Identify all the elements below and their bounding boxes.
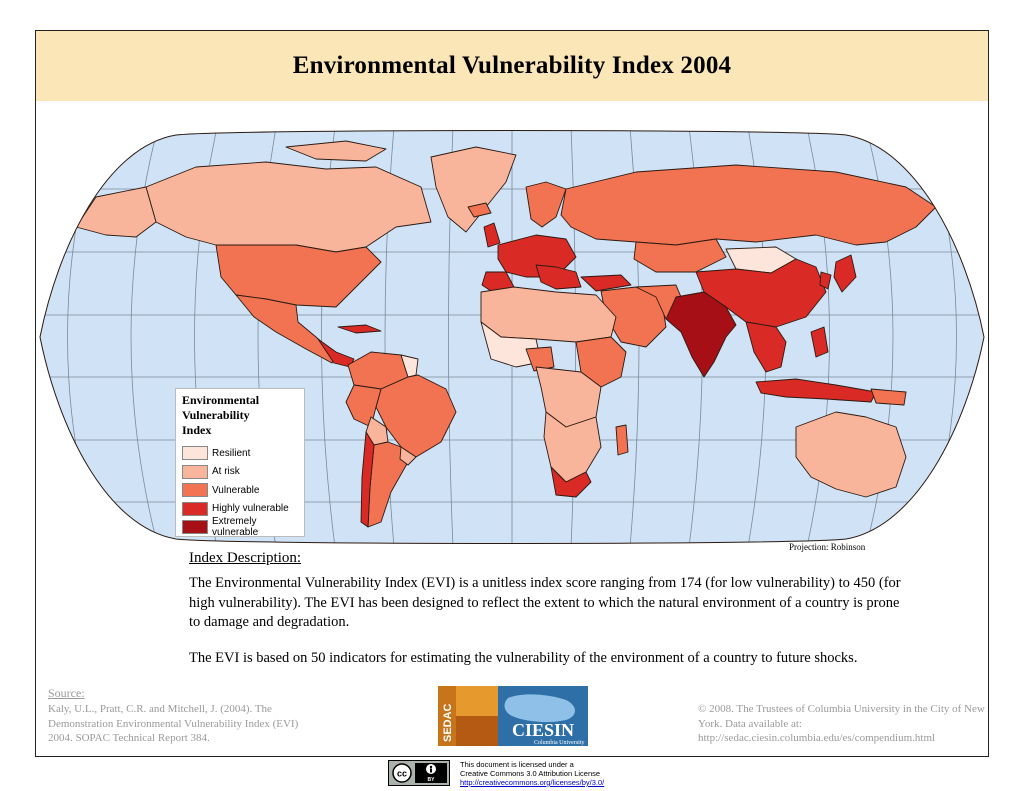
indonesia: [755, 378, 877, 403]
japan: [833, 254, 857, 293]
legend-title-line: Index: [182, 423, 212, 437]
legend-item-highly-vulnerable: Highly vulnerable: [182, 500, 298, 519]
legend-label: Extremely vulnerable: [212, 516, 259, 539]
brazil: [375, 374, 457, 458]
title-bar: Environmental Vulnerability Index 2004: [36, 31, 988, 101]
alaska: [75, 186, 157, 238]
source-heading: Source:: [48, 686, 85, 700]
logo-subtitle: Columbia University: [534, 740, 585, 746]
description-paragraph-1: The Environmental Vulnerability Index (E…: [189, 575, 901, 630]
canada: [145, 161, 432, 253]
cc-by-badge: cc BY: [388, 760, 450, 786]
by-icon: BY: [428, 777, 436, 783]
legend-swatch: [182, 464, 208, 479]
southeast-asia: [745, 321, 787, 373]
italy-balkans: [535, 264, 582, 290]
madagascar: [615, 424, 629, 456]
australia: [795, 411, 907, 498]
cc-license-text: This document is licensed under a Creati…: [460, 760, 604, 787]
legend-item-resilient: Resilient: [182, 444, 298, 463]
cc-line-1: This document is licensed under a: [460, 760, 574, 769]
kazakhstan: [633, 238, 727, 273]
globe-outline: [39, 130, 985, 544]
cc-license-link[interactable]: http://creativecommons.org/licenses/by/3…: [460, 778, 605, 787]
scandinavia: [525, 181, 567, 228]
caribbean: [337, 324, 382, 334]
usa: [215, 244, 382, 308]
legend-item-extremely-vulnerable: Extremely vulnerable: [182, 516, 298, 539]
chile: [360, 431, 375, 528]
legend-label: At risk: [212, 466, 240, 478]
iceland: [467, 202, 492, 218]
logo-sedac-text: SEDAC: [442, 703, 454, 742]
legend-label: Highly vulnerable: [212, 503, 289, 515]
legend-item-vulnerable: Vulnerable: [182, 481, 298, 500]
copyright-note: © 2008. The Trustees of Columbia Univers…: [698, 703, 985, 744]
description-heading: Index Description:: [189, 550, 302, 566]
uruguay: [399, 446, 417, 466]
legend-title-line: Environmental: [182, 393, 260, 407]
legend-swatch: [182, 446, 208, 461]
new-zealand: [925, 491, 942, 523]
legend-label: Vulnerable: [212, 484, 260, 496]
cc-line-2: Creative Commons 3.0 Attribution License: [460, 769, 601, 778]
map-title: Environmental Vulnerability Index 2004: [292, 52, 732, 79]
logo-ciesin-text: CIESIN: [512, 720, 574, 740]
legend-label: Resilient: [212, 447, 251, 459]
nigeria: [525, 346, 555, 372]
description-paragraph-2: The EVI is based on 50 indicators for es…: [189, 650, 858, 666]
sedac-ciesin-logo: SEDAC CIESIN Columbia University: [438, 686, 588, 746]
russia: [560, 164, 937, 246]
legend-swatch: [182, 501, 208, 516]
cc-license: cc BY This document is licensed under a …: [388, 760, 648, 788]
uk: [483, 222, 501, 248]
map-legend: Environmental Vulnerability Index Resili…: [175, 388, 305, 539]
source-citation: Kaly, U.L., Pratt, C.R. and Mitchell, J.…: [48, 703, 299, 744]
cc-icon: cc: [397, 769, 407, 779]
korea: [819, 271, 832, 290]
legend-swatch: [182, 520, 208, 535]
south-asia: [665, 291, 737, 378]
projection-note: Projection: Robinson: [789, 542, 866, 552]
turkey: [580, 274, 632, 292]
arctic-islands: [285, 140, 387, 162]
new-guinea: [870, 388, 907, 406]
legend-item-at-risk: At risk: [182, 463, 298, 482]
legend-swatch: [182, 483, 208, 498]
south-africa: [550, 466, 592, 498]
legend-title-line: Vulnerability: [182, 408, 250, 422]
philippines: [810, 326, 829, 358]
legend-title: Environmental Vulnerability Index: [182, 393, 298, 438]
north-africa: [480, 286, 617, 343]
map-frame: Environmental Vulnerability Index 2004: [35, 30, 989, 757]
